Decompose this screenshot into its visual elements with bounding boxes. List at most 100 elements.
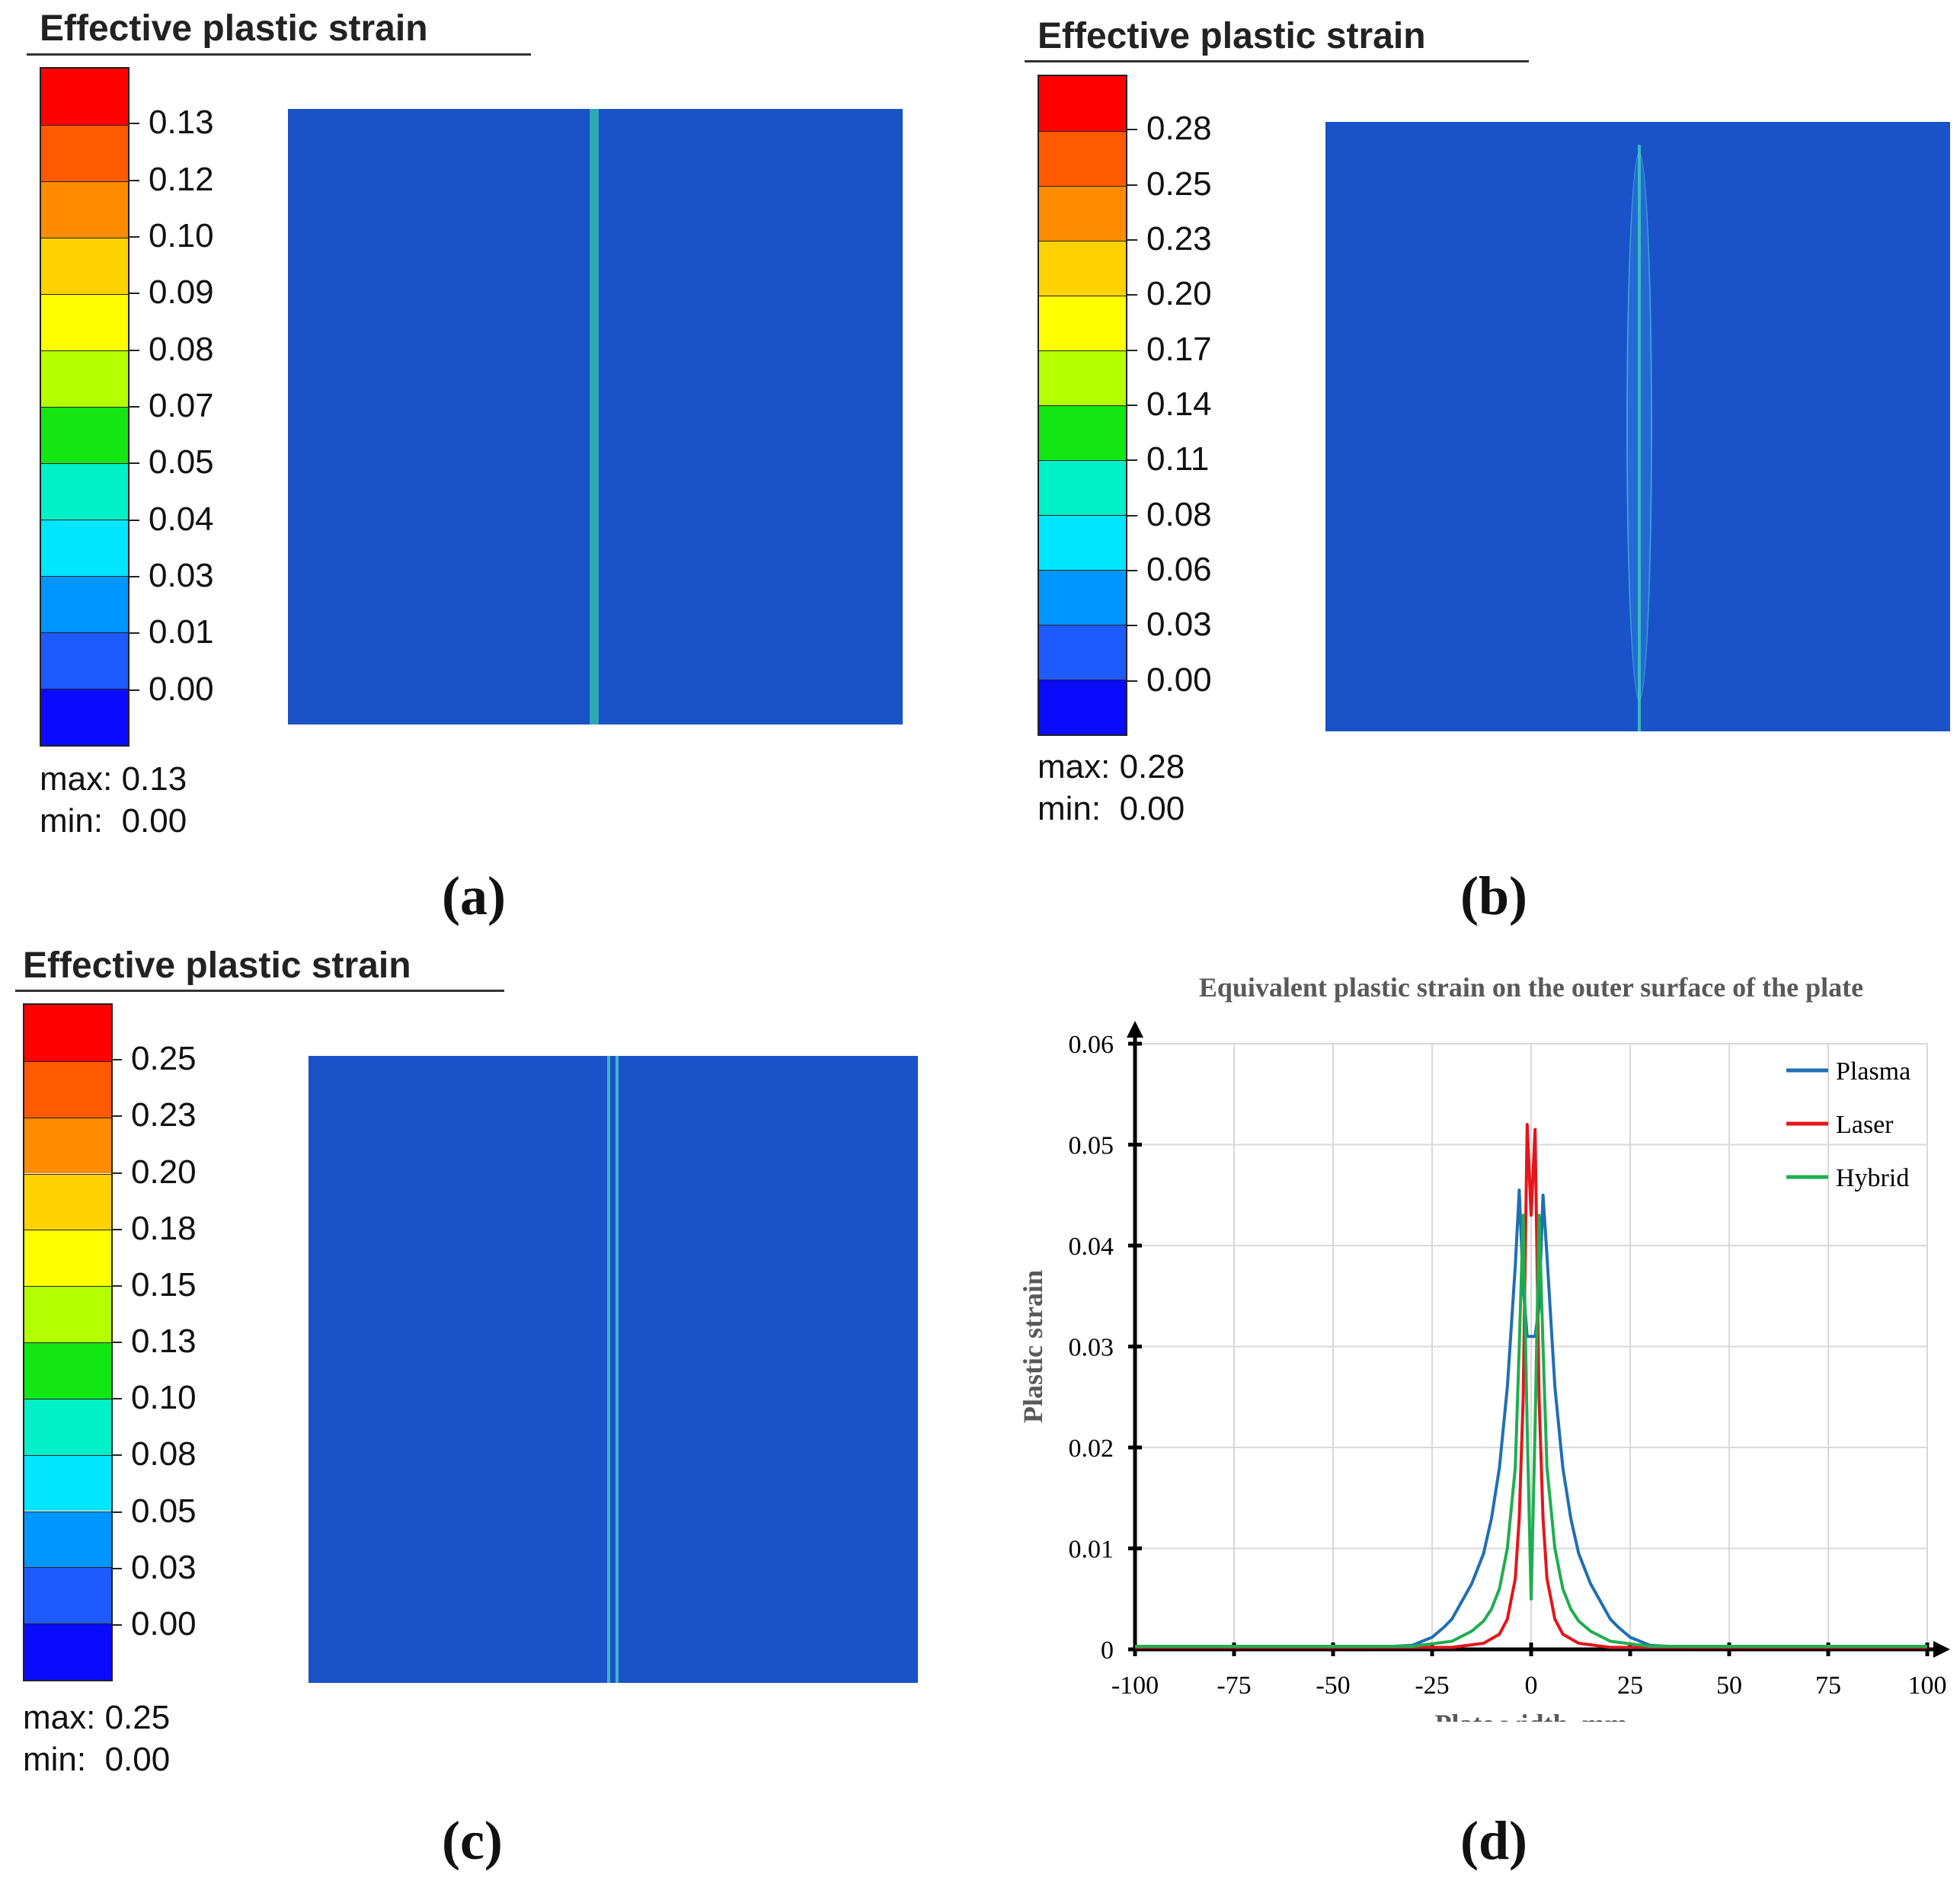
panel-a-min: min: 0.00 (40, 802, 187, 840)
colorbar-tick-label: 0.03 (149, 557, 214, 594)
colorbar-tick-mark (1127, 514, 1137, 517)
y-tick-label: 0.01 (1069, 1536, 1114, 1564)
colorbar-tick-label: 0.04 (149, 500, 214, 538)
colorbar-swatch (41, 689, 128, 745)
colorbar-tick-mark (1127, 294, 1137, 296)
panel-c-plate (309, 1056, 918, 1683)
colorbar-tick-label: 0.01 (149, 613, 214, 651)
colorbar-swatch (1039, 186, 1126, 241)
y-tick-label: 0.03 (1069, 1334, 1114, 1362)
colorbar-tick-mark (129, 519, 139, 521)
panel-b: Effective plastic strain max: 0.28 min: … (990, 0, 1960, 945)
colorbar-tick-mark (111, 1172, 122, 1174)
colorbar-swatch (24, 1117, 111, 1174)
y-tick-label: 0.05 (1069, 1132, 1114, 1160)
panel-c-title-underline (15, 990, 504, 992)
colorbar-swatch (1039, 296, 1126, 350)
colorbar-tick-mark (1127, 239, 1137, 241)
panel-a-max: max: 0.13 (40, 760, 187, 798)
colorbar-tick-mark (1127, 570, 1137, 571)
colorbar-tick-label: 0.06 (1146, 551, 1212, 588)
colorbar-tick-label: 0.00 (1146, 661, 1212, 699)
panel-a-title: Effective plastic strain (40, 8, 428, 49)
chart-title: Equivalent plastic strain on the outer s… (1199, 972, 1863, 1003)
colorbar-tick-label: 0.25 (1146, 165, 1212, 203)
panel-c-weld-line-left (607, 1056, 610, 1683)
y-axis-arrow (1127, 1021, 1143, 1038)
colorbar-tick-label: 0.25 (131, 1040, 197, 1078)
colorbar-swatch (41, 632, 128, 689)
colorbar-tick-label: 0.09 (149, 273, 214, 312)
colorbar-tick-mark (129, 406, 139, 408)
colorbar-tick-label: 0.18 (131, 1209, 197, 1247)
colorbar-swatch (24, 1173, 111, 1230)
colorbar-tick-label: 0.00 (149, 670, 214, 708)
x-tick-label: -50 (1316, 1671, 1350, 1700)
colorbar-tick-mark (1127, 184, 1137, 186)
colorbar-swatch (41, 238, 128, 294)
colorbar-swatch (41, 520, 128, 576)
colorbar-swatch (41, 463, 128, 520)
panel-d-caption: (d) (1460, 1810, 1527, 1871)
colorbar-tick-mark (129, 123, 139, 125)
colorbar-tick-mark (111, 1454, 122, 1457)
colorbar-swatch (41, 181, 128, 238)
colorbar-swatch (24, 1511, 111, 1568)
panel-c-caption: (c) (442, 1810, 503, 1871)
y-tick-label: 0 (1101, 1636, 1114, 1665)
x-tick-label: 75 (1815, 1671, 1841, 1700)
colorbar-tick-mark (111, 1567, 122, 1569)
colorbar-swatch (1039, 405, 1126, 460)
colorbar-tick-label: 0.14 (1146, 385, 1212, 423)
colorbar-swatch (24, 1342, 111, 1399)
colorbar-tick-label: 0.07 (149, 387, 214, 424)
colorbar-swatch (1039, 515, 1126, 570)
colorbar-tick-mark (1127, 349, 1137, 351)
colorbar-tick-label: 0.12 (149, 160, 214, 198)
panel-b-caption: (b) (1460, 865, 1527, 926)
panel-c-colorbar (23, 1003, 113, 1681)
colorbar-tick-label: 0.03 (131, 1548, 197, 1586)
colorbar-tick-mark (111, 1228, 122, 1230)
colorbar-swatch (24, 1230, 111, 1287)
colorbar-tick-mark (111, 1342, 122, 1343)
panel-b-plate (1325, 122, 1950, 731)
panel-a-caption: (a) (442, 865, 506, 926)
x-axis-arrow (1933, 1641, 1950, 1658)
colorbar-swatch (24, 1060, 111, 1118)
colorbar-tick-mark (111, 1059, 122, 1061)
colorbar-tick-mark (1127, 459, 1137, 462)
colorbar-tick-label: 0.11 (1146, 440, 1210, 478)
panel-c-max: max: 0.25 (23, 1699, 171, 1736)
legend-label-plasma: Plasma (1836, 1057, 1910, 1086)
panel-d-chart: Equivalent plastic strain on the outer s… (1018, 972, 1950, 1722)
colorbar-tick-mark (111, 1398, 122, 1400)
panel-b-min: min: 0.00 (1038, 790, 1185, 827)
colorbar-swatch (41, 576, 128, 632)
panel-b-title: Effective plastic strain (1038, 16, 1426, 56)
colorbar-tick-label: 0.13 (131, 1323, 197, 1360)
colorbar-tick-label: 0.05 (149, 443, 214, 481)
colorbar-tick-mark (1127, 129, 1137, 131)
x-axis-label: Plate width, mm (1435, 1709, 1628, 1722)
panel-b-title-underline (1025, 60, 1529, 62)
colorbar-tick-mark (111, 1511, 122, 1513)
panel-c-title: Effective plastic strain (23, 945, 411, 986)
colorbar-tick-mark (111, 1284, 122, 1287)
colorbar-swatch (41, 69, 128, 125)
series-line-plasma (1135, 1188, 1927, 1649)
colorbar-tick-label: 0.23 (1146, 220, 1212, 257)
colorbar-tick-mark (111, 1115, 122, 1118)
colorbar-tick-mark (129, 576, 139, 577)
colorbar-tick-label: 0.08 (149, 330, 214, 368)
y-axis-label: Plastic strain (1018, 1270, 1048, 1423)
colorbar-tick-mark (129, 689, 139, 691)
colorbar-tick-mark (129, 632, 139, 635)
panel-b-max: max: 0.28 (1038, 748, 1185, 785)
colorbar-swatch (24, 1454, 111, 1511)
colorbar-swatch (1039, 680, 1126, 734)
colorbar-tick-label: 0.03 (1146, 606, 1212, 644)
colorbar-swatch (41, 294, 128, 350)
colorbar-tick-mark (1127, 625, 1137, 627)
colorbar-tick-mark (111, 1623, 122, 1626)
